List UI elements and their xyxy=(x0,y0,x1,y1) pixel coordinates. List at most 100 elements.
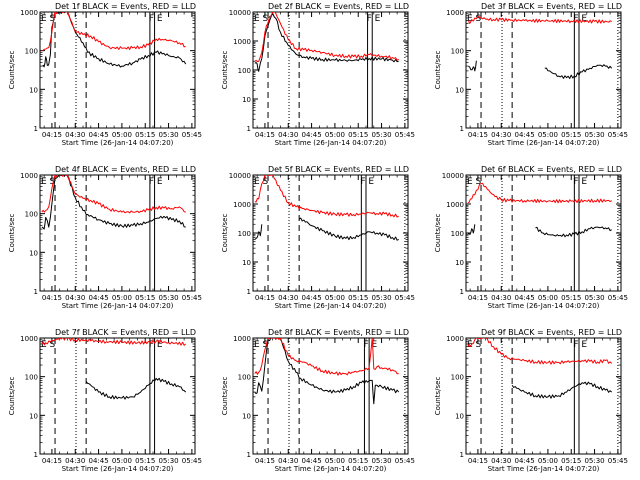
x-tick-label: 05:15 xyxy=(135,294,155,302)
y-tick-label: 1 xyxy=(247,125,251,133)
x-tick-label: 05:45 xyxy=(608,131,628,139)
y-tick-label: 10 xyxy=(242,412,251,420)
x-tick-label: 04:45 xyxy=(301,294,321,302)
x-tick-label: 05:00 xyxy=(325,294,345,302)
y-axis-label: Counts/sec xyxy=(8,377,16,416)
y-tick-label: 1000 xyxy=(20,172,38,180)
x-tick-label: 04:45 xyxy=(514,131,534,139)
events-series-line xyxy=(467,224,476,235)
x-tick-label: 05:30 xyxy=(371,457,391,465)
x-tick-label: 05:00 xyxy=(538,131,558,139)
marker-es: E S xyxy=(254,177,269,187)
x-tick-label: 05:15 xyxy=(348,131,368,139)
y-tick-label: 1 xyxy=(247,288,251,296)
marker-es: E S xyxy=(41,340,56,350)
x-tick-label: 04:45 xyxy=(301,131,321,139)
y-tick-label: 10 xyxy=(29,86,38,94)
y-axis-label: Counts/sec xyxy=(221,377,229,416)
plot-frame xyxy=(252,337,409,455)
x-tick-label: 04:15 xyxy=(468,457,488,465)
x-tick-label: 05:00 xyxy=(538,457,558,465)
lld-series-line xyxy=(467,338,613,365)
lld-series-line xyxy=(41,338,187,346)
x-tick-label: 04:45 xyxy=(514,457,534,465)
y-tick-label: 1000 xyxy=(20,335,38,343)
y-axis-label: Counts/sec xyxy=(434,377,442,416)
x-tick-label: 04:45 xyxy=(88,457,108,465)
y-axis-label: Counts/sec xyxy=(434,51,442,90)
events-series-line xyxy=(468,60,477,72)
x-tick-label: 05:00 xyxy=(325,457,345,465)
y-axis-label: Counts/sec xyxy=(8,214,16,253)
lld-series-line xyxy=(42,12,186,52)
x-tick-label: 04:15 xyxy=(42,457,62,465)
panel-det-8f: Det 8f BLACK = Events, RED = LLD 1 10 100 10… xyxy=(221,328,415,473)
y-tick-label: 10 xyxy=(242,259,251,267)
x-tick-label: 04:15 xyxy=(468,294,488,302)
series-group xyxy=(254,175,399,241)
x-tick-label: 05:45 xyxy=(395,294,415,302)
y-tick-label: 10 xyxy=(455,86,464,94)
y-tick-label: 10 xyxy=(29,249,38,257)
events-series-line xyxy=(298,217,399,241)
marker-es: E S xyxy=(254,14,269,24)
x-axis-label: Start Time (26-Jan-14 04:07:20) xyxy=(488,139,600,147)
panel-det-9f: Det 9f BLACK = Events, RED = LLD 1 10 100 10… xyxy=(434,328,628,473)
events-series-line xyxy=(544,64,613,79)
x-tick-label: 04:15 xyxy=(255,457,275,465)
x-tick-label: 05:15 xyxy=(135,457,155,465)
events-series-line xyxy=(254,12,399,72)
y-axis-label: Counts/sec xyxy=(434,214,442,253)
panel-det-1f: Det 1f BLACK = Events, RED = LLD 1 10 100 10… xyxy=(8,2,202,147)
panel-det-7f: Det 7f BLACK = Events, RED = LLD 1 10 100 10… xyxy=(8,328,202,473)
y-axis-label: Counts/sec xyxy=(221,51,229,90)
plot-frame xyxy=(465,337,622,455)
x-tick-label: 05:45 xyxy=(395,457,415,465)
events-series-line xyxy=(254,224,263,240)
x-tick-label: 05:45 xyxy=(182,294,202,302)
x-tick-label: 05:45 xyxy=(608,457,628,465)
marker-es: E S xyxy=(467,177,482,187)
panel-det-5f: Det 5f BLACK = Events, RED = LLD 1 10 100 10… xyxy=(221,165,415,310)
y-tick-label: 1000 xyxy=(233,335,251,343)
series-group xyxy=(254,338,400,405)
series-group xyxy=(467,182,612,238)
series-group xyxy=(42,12,187,68)
lld-series-line xyxy=(254,12,399,63)
panel-title: Det 9f BLACK = Events, RED = LLD xyxy=(481,328,622,337)
panel-title: Det 6f BLACK = Events, RED = LLD xyxy=(481,165,622,174)
x-tick-label: 05:00 xyxy=(112,457,132,465)
x-tick-label: 05:30 xyxy=(158,131,178,139)
x-tick-label: 04:45 xyxy=(88,294,108,302)
x-tick-label: 05:30 xyxy=(584,457,604,465)
marker-es: E S xyxy=(41,14,56,24)
marker-fe: F E xyxy=(573,340,587,350)
panel-title: Det 1f BLACK = Events, RED = LLD xyxy=(55,2,196,11)
marker-fe: F E xyxy=(363,340,377,350)
x-tick-label: 04:30 xyxy=(491,131,511,139)
series-group xyxy=(254,12,399,72)
panel-title: Det 4f BLACK = Events, RED = LLD xyxy=(55,165,196,174)
y-tick-label: 1000 xyxy=(233,201,251,209)
y-tick-label: 100 xyxy=(25,48,38,56)
x-axis-label: Start Time (26-Jan-14 04:07:20) xyxy=(275,302,387,310)
plot-frame xyxy=(39,11,196,129)
y-tick-label: 1000 xyxy=(446,201,464,209)
x-tick-label: 04:30 xyxy=(65,457,85,465)
x-axis-label: Start Time (26-Jan-14 04:07:20) xyxy=(275,465,387,473)
series-group xyxy=(467,338,613,399)
marker-fe: F E xyxy=(573,14,587,24)
plot-frame xyxy=(465,11,622,129)
marker-fe: F E xyxy=(367,14,381,24)
panel-det-4f: Det 4f BLACK = Events, RED = LLD 1 10 100 10… xyxy=(8,165,202,310)
x-tick-label: 04:15 xyxy=(468,131,488,139)
y-axis-label: Counts/sec xyxy=(221,214,229,253)
x-tick-label: 05:15 xyxy=(135,131,155,139)
panel-det-2f: Det 2f BLACK = Events, RED = LLD 1 10 100 10… xyxy=(221,2,415,147)
panel-title: Det 7f BLACK = Events, RED = LLD xyxy=(55,328,196,337)
x-tick-label: 05:30 xyxy=(584,294,604,302)
lld-series-line xyxy=(254,338,399,376)
x-tick-label: 05:15 xyxy=(561,131,581,139)
y-tick-label: 1 xyxy=(34,125,38,133)
